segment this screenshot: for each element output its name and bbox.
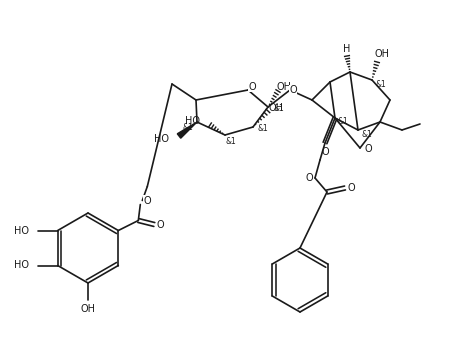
Text: O: O: [305, 173, 313, 183]
Text: HO: HO: [13, 226, 29, 236]
Text: &1: &1: [258, 124, 269, 132]
Text: &1: &1: [274, 103, 285, 112]
Text: O: O: [347, 183, 355, 193]
Text: O: O: [364, 144, 372, 154]
Text: O: O: [321, 147, 329, 157]
Text: O: O: [248, 82, 256, 92]
Text: &1: &1: [376, 79, 387, 88]
Text: &1: &1: [225, 136, 236, 145]
Polygon shape: [177, 122, 197, 138]
Text: &1: &1: [338, 116, 349, 126]
Text: O: O: [157, 219, 164, 229]
Text: H: H: [343, 44, 351, 54]
Text: &1: &1: [182, 122, 193, 131]
Text: OH: OH: [277, 82, 292, 92]
Text: HO: HO: [154, 134, 169, 144]
Text: OH: OH: [80, 304, 95, 314]
Text: OH: OH: [268, 103, 284, 113]
Text: OH: OH: [374, 49, 390, 59]
Text: O: O: [144, 195, 151, 205]
Text: O: O: [289, 85, 297, 95]
Text: HO: HO: [185, 116, 200, 126]
Text: &1: &1: [362, 130, 373, 139]
Text: HO: HO: [13, 261, 29, 271]
